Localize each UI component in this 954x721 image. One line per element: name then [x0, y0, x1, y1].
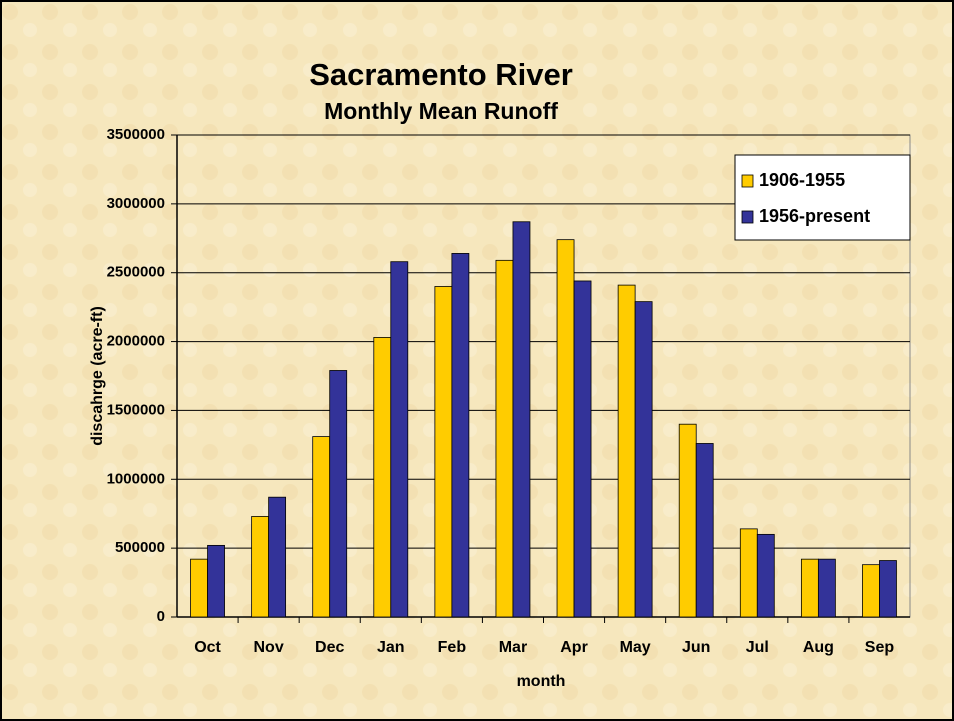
legend-label: 1956-present	[759, 206, 870, 226]
y-tick-label: 3000000	[107, 195, 165, 212]
bar	[373, 337, 392, 618]
bar	[617, 284, 636, 618]
y-tick-label: 2500000	[107, 264, 165, 281]
y-tick-label: 500000	[115, 539, 165, 556]
x-tick-label: Sep	[865, 639, 895, 656]
legend-swatch	[741, 174, 754, 188]
bar	[451, 253, 470, 618]
bar	[190, 558, 208, 618]
bar	[312, 436, 331, 618]
legend-box	[734, 154, 911, 241]
bar	[573, 280, 592, 618]
y-tick-label: 1000000	[107, 470, 165, 487]
y-tick-label: 0	[157, 608, 165, 625]
y-axis-label: discahrge (acre-ft)	[89, 306, 106, 446]
y-tick-label: 1500000	[107, 401, 165, 418]
bar	[739, 528, 758, 618]
bar	[634, 301, 653, 618]
x-tick-label: Jun	[682, 639, 710, 656]
bar	[251, 516, 270, 618]
bar	[434, 286, 453, 618]
chart-title: Sacramento River	[309, 57, 573, 92]
bar	[512, 221, 531, 618]
bar	[329, 370, 348, 618]
x-tick-label: Apr	[560, 639, 588, 656]
chart-subtitle: Monthly Mean Runoff	[324, 98, 558, 124]
x-tick-label: Feb	[438, 639, 467, 656]
bar	[268, 496, 287, 618]
x-tick-label: Jul	[746, 639, 769, 656]
bar	[678, 423, 697, 618]
bar	[207, 544, 225, 618]
bar	[817, 558, 836, 618]
y-tick-label: 2000000	[107, 333, 165, 350]
x-axis-label: month	[517, 673, 566, 690]
x-tick-label: Nov	[254, 639, 284, 656]
bar	[695, 443, 714, 618]
x-tick-label: Dec	[315, 639, 344, 656]
x-tick-label: May	[620, 639, 651, 656]
bar	[390, 261, 409, 618]
legend-swatch	[741, 210, 754, 224]
bar	[756, 533, 775, 618]
y-tick-label: 3500000	[107, 126, 165, 143]
legend-label: 1906-1955	[759, 170, 845, 190]
x-tick-label: Jan	[377, 639, 405, 656]
bar	[556, 239, 575, 618]
bar	[862, 564, 880, 618]
x-tick-label: Mar	[499, 639, 527, 656]
x-tick-label: Aug	[803, 639, 834, 656]
x-tick-label: Oct	[194, 639, 221, 656]
bar	[879, 560, 897, 618]
bar	[800, 558, 819, 618]
bar	[495, 259, 514, 618]
